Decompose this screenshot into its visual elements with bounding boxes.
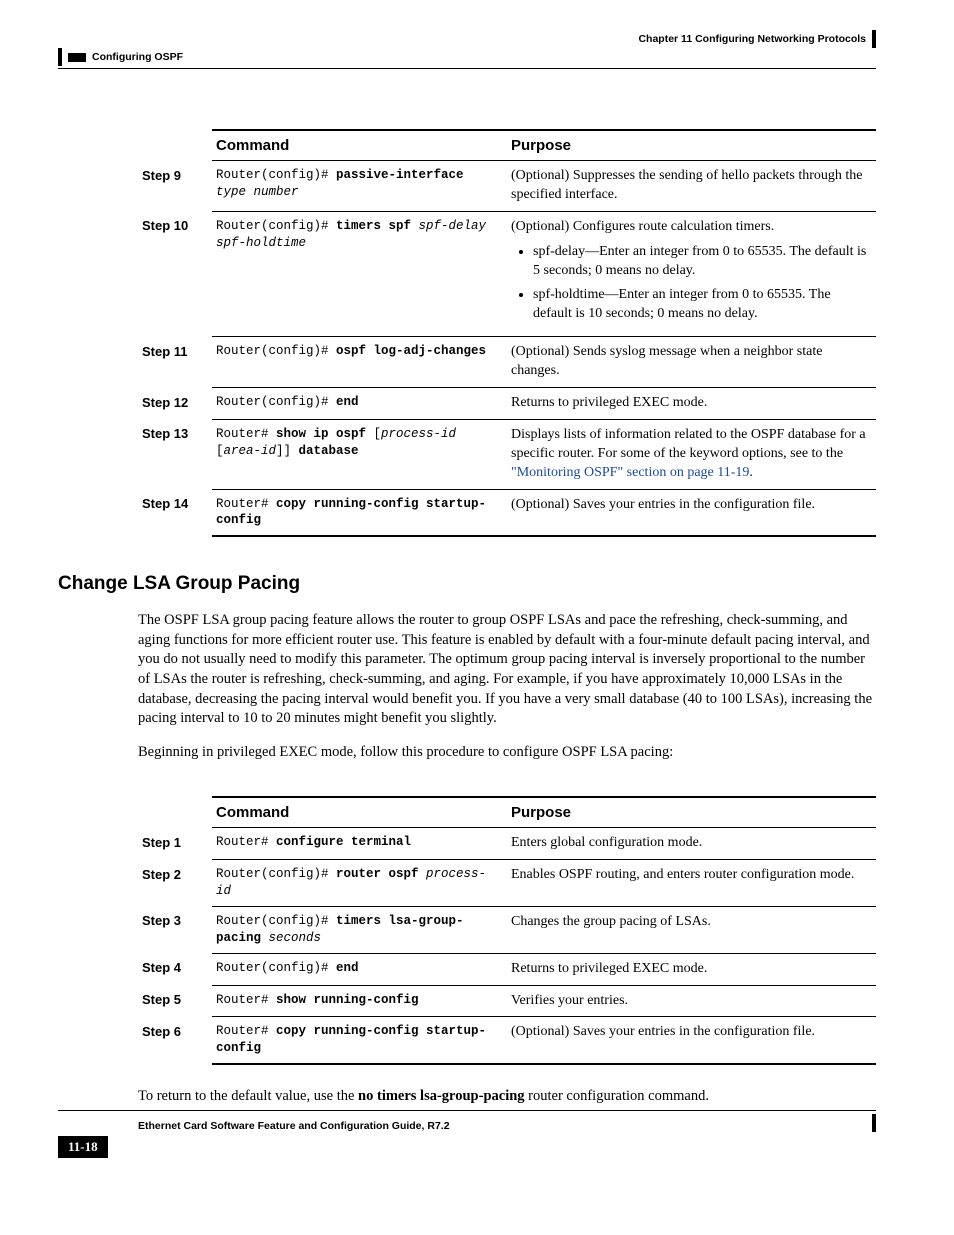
- page-footer: Ethernet Card Software Feature and Confi…: [58, 1110, 876, 1158]
- closing-paragraph: To return to the default value, use the …: [138, 1087, 876, 1107]
- purpose-cell: Enables OSPF routing, and enters router …: [507, 860, 876, 907]
- footer-title: Ethernet Card Software Feature and Confi…: [138, 1120, 450, 1132]
- step-label: Step 3: [138, 906, 212, 953]
- header-tick-left: [58, 48, 62, 66]
- table-row: Step 10 Router(config)# timers spf spf-d…: [138, 211, 876, 336]
- command-cell: Router(config)# end: [212, 388, 507, 420]
- header-marker: [68, 53, 86, 62]
- command-cell: Router# copy running-config startup-conf…: [212, 489, 507, 536]
- th-blank: [138, 130, 212, 161]
- purpose-cell: Displays lists of information related to…: [507, 419, 876, 489]
- purpose-cell: (Optional) Configures route calculation …: [507, 211, 876, 336]
- page-header: Chapter 11 Configuring Networking Protoc…: [58, 30, 876, 48]
- table-row: Step 1 Router# configure terminal Enters…: [138, 828, 876, 860]
- footer-rule: [58, 1110, 876, 1111]
- command-cell: Router# show running-config: [212, 985, 507, 1017]
- purpose-cell: Enters global configuration mode.: [507, 828, 876, 860]
- body-paragraph: The OSPF LSA group pacing feature allows…: [138, 611, 876, 728]
- command-cell: Router# configure terminal: [212, 828, 507, 860]
- step-label: Step 4: [138, 953, 212, 985]
- step-label: Step 12: [138, 388, 212, 420]
- purpose-cell: (Optional) Suppresses the sending of hel…: [507, 161, 876, 212]
- purpose-cell: (Optional) Saves your entries in the con…: [507, 489, 876, 536]
- header-rule: [58, 68, 876, 69]
- step-label: Step 10: [138, 211, 212, 336]
- command-cell: Router(config)# end: [212, 953, 507, 985]
- purpose-cell: (Optional) Saves your entries in the con…: [507, 1017, 876, 1064]
- table-row: Step 6 Router# copy running-config start…: [138, 1017, 876, 1064]
- step-label: Step 9: [138, 161, 212, 212]
- page-number: 11-18: [58, 1136, 108, 1158]
- table-row: Step 12 Router(config)# end Returns to p…: [138, 388, 876, 420]
- link-monitoring-ospf[interactable]: "Monitoring OSPF" section on page 11-19: [511, 465, 749, 480]
- th-command: Command: [212, 130, 507, 161]
- th-blank: [138, 797, 212, 828]
- command-cell: Router(config)# passive-interface type n…: [212, 161, 507, 212]
- table-row: Step 5 Router# show running-config Verif…: [138, 985, 876, 1017]
- chapter-label: Chapter 11 Configuring Networking Protoc…: [638, 33, 866, 45]
- table-row: Step 14 Router# copy running-config star…: [138, 489, 876, 536]
- body-paragraph: Beginning in privileged EXEC mode, follo…: [138, 743, 876, 763]
- table-row: Step 11 Router(config)# ospf log-adj-cha…: [138, 337, 876, 388]
- purpose-cell: Returns to privileged EXEC mode.: [507, 388, 876, 420]
- command-cell: Router(config)# ospf log-adj-changes: [212, 337, 507, 388]
- purpose-cell: (Optional) Sends syslog message when a n…: [507, 337, 876, 388]
- command-cell: Router# copy running-config startup-conf…: [212, 1017, 507, 1064]
- footer-tick: [872, 1114, 876, 1132]
- step-label: Step 11: [138, 337, 212, 388]
- step-label: Step 5: [138, 985, 212, 1017]
- command-cell: Router(config)# timers lsa-group-pacing …: [212, 906, 507, 953]
- th-purpose: Purpose: [507, 130, 876, 161]
- table-row: Step 2 Router(config)# router ospf proce…: [138, 860, 876, 907]
- section-label: Configuring OSPF: [92, 51, 183, 63]
- step-label: Step 6: [138, 1017, 212, 1064]
- step-label: Step 2: [138, 860, 212, 907]
- purpose-cell: Changes the group pacing of LSAs.: [507, 906, 876, 953]
- table-row: Step 13 Router# show ip ospf [process-id…: [138, 419, 876, 489]
- command-cell: Router(config)# timers spf spf-delay spf…: [212, 211, 507, 336]
- table-row: Step 3 Router(config)# timers lsa-group-…: [138, 906, 876, 953]
- step-label: Step 13: [138, 419, 212, 489]
- page-subheader: Configuring OSPF: [58, 48, 876, 66]
- th-purpose: Purpose: [507, 797, 876, 828]
- procedure-table-2: Command Purpose Step 1 Router# configure…: [138, 796, 876, 1065]
- purpose-cell: Verifies your entries.: [507, 985, 876, 1017]
- command-cell: Router# show ip ospf [process-id [area-i…: [212, 419, 507, 489]
- table-row: Step 4 Router(config)# end Returns to pr…: [138, 953, 876, 985]
- command-cell: Router(config)# router ospf process-id: [212, 860, 507, 907]
- procedure-table-1: Command Purpose Step 9 Router(config)# p…: [138, 129, 876, 537]
- step-label: Step 1: [138, 828, 212, 860]
- header-tick-right: [872, 30, 876, 48]
- table-row: Step 9 Router(config)# passive-interface…: [138, 161, 876, 212]
- purpose-cell: Returns to privileged EXEC mode.: [507, 953, 876, 985]
- th-command: Command: [212, 797, 507, 828]
- section-heading: Change LSA Group Pacing: [58, 573, 876, 595]
- step-label: Step 14: [138, 489, 212, 536]
